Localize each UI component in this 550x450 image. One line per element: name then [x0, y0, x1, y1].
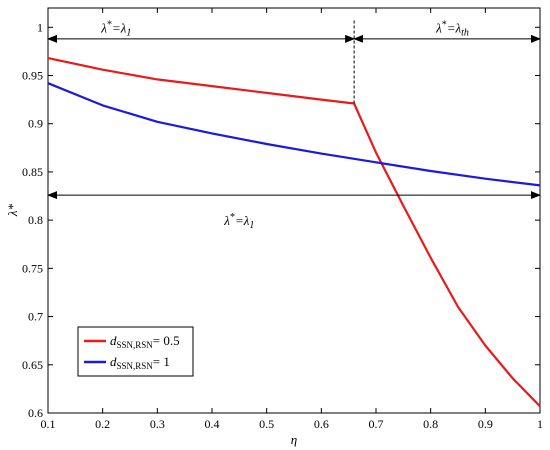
- axis-ticks: 0.1 0.2 0.3 0.4 0.5 0.6 0.7 0.8 0.9 1 0.6 0.65 0.7 0.…: [22, 8, 543, 431]
- x-tick-label: 0.2: [95, 417, 110, 431]
- y-tick-label: 0.85: [22, 165, 43, 179]
- legend-label-1: dSSN,RSN= 0.5: [110, 333, 180, 350]
- x-tick-label: 0.6: [314, 417, 329, 431]
- annotation-3: λ*=λ1: [223, 212, 254, 231]
- x-tick-label: 0.8: [423, 417, 438, 431]
- legend-label-2: dSSN,RSN= 1: [110, 354, 170, 371]
- svg-text:λ*: λ*: [5, 203, 20, 217]
- x-tick-label: 0.1: [41, 417, 56, 431]
- annotation-layer: λ*=λ1 λ*=λth λ*=λ1: [47, 19, 541, 231]
- x-tick-label: 1: [537, 417, 543, 431]
- legend-box: [77, 326, 194, 377]
- x-tick-label: 0.9: [478, 417, 493, 431]
- x-tick-label: 0.5: [259, 417, 274, 431]
- series-line-2: [47, 82, 541, 187]
- x-axis-label: η: [291, 432, 297, 447]
- y-tick-label: 0.7: [28, 310, 43, 324]
- annotation-1: λ*=λ1: [100, 19, 131, 38]
- legend: dSSN,RSN= 0.5 dSSN,RSN= 1: [77, 326, 194, 377]
- y-tick-label: 0.8: [28, 213, 43, 227]
- series-layer: [47, 57, 541, 408]
- annotation-2: λ*=λth: [435, 19, 469, 38]
- y-tick-label: 0.6: [28, 406, 43, 420]
- y-tick-label: 1: [37, 20, 43, 34]
- x-tick-label: 0.7: [369, 417, 384, 431]
- y-tick-label: 0.95: [22, 69, 43, 83]
- y-tick-label: 0.65: [22, 358, 43, 372]
- y-tick-label: 0.9: [28, 117, 43, 131]
- series-line-1: [47, 57, 541, 408]
- y-axis-label: λ*: [5, 203, 20, 217]
- x-tick-label: 0.4: [205, 417, 220, 431]
- x-tick-label: 0.3: [150, 417, 165, 431]
- y-tick-label: 0.75: [22, 261, 43, 275]
